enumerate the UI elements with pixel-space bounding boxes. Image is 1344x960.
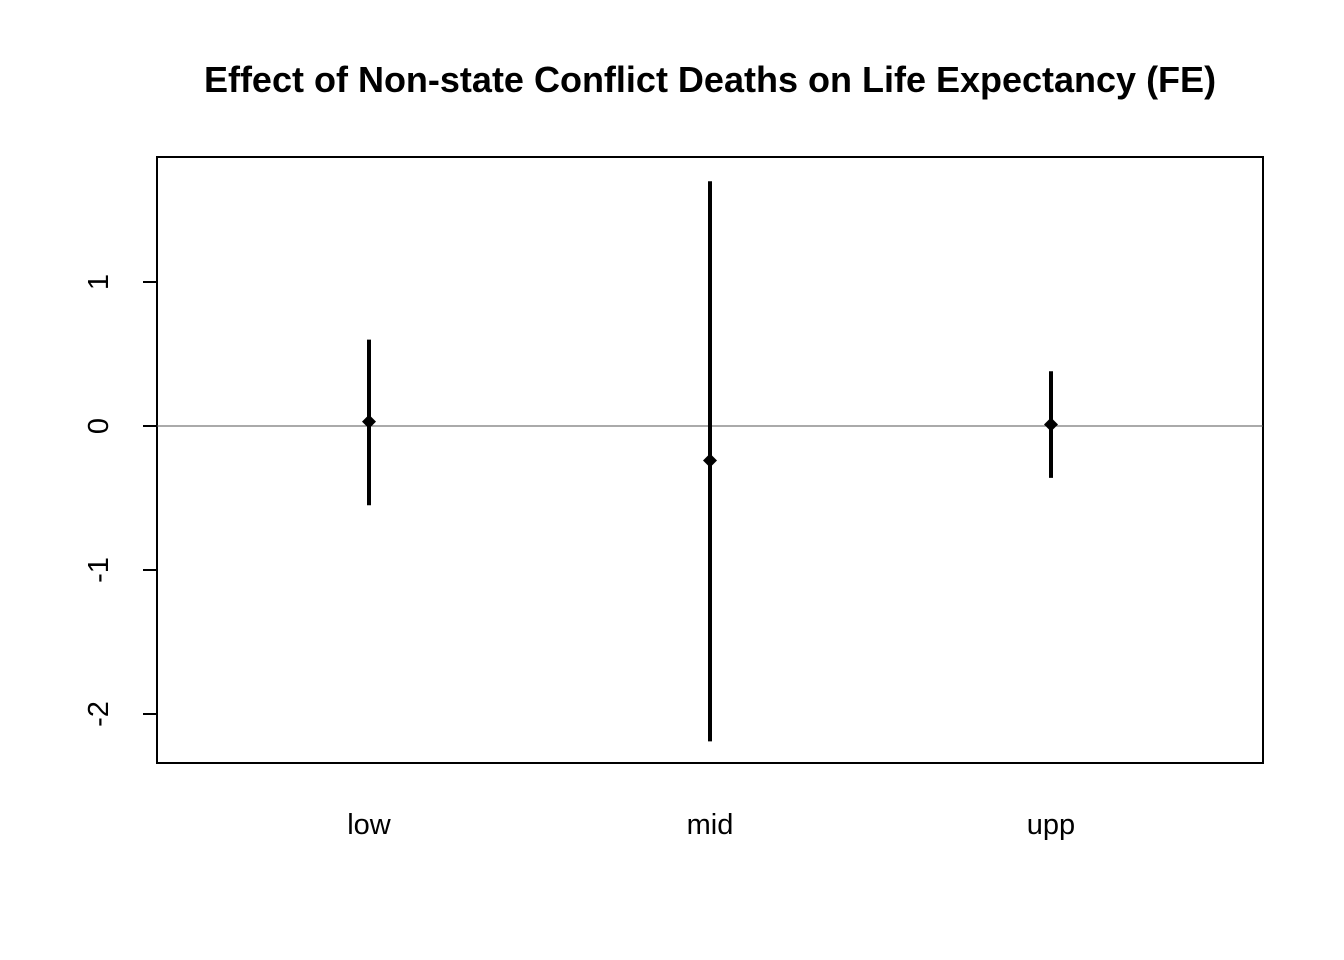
x-axis: low mid upp [347,809,1075,841]
error-bars [362,181,1058,742]
y-tick-label: -2 [83,701,115,727]
x-tick-label: mid [687,809,734,841]
chart-title: Effect of Non-state Conflict Deaths on L… [204,59,1216,100]
y-axis: -2 -1 0 1 [83,274,157,727]
y-tick-label: 1 [83,274,115,290]
x-tick-label: low [347,809,392,841]
y-tick-label: 0 [83,418,115,434]
y-tick-label: -1 [83,557,115,583]
estimate-point-low [362,414,376,429]
plot-frame [156,156,1264,764]
estimate-point-mid [703,453,717,468]
estimate-point-upp [1044,417,1058,432]
x-tick-label: upp [1027,809,1075,841]
